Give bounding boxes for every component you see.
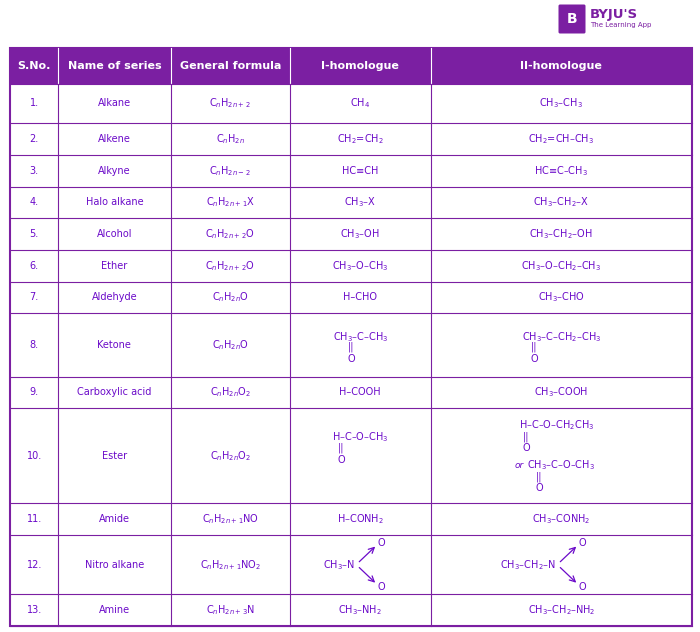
Text: O: O [536,483,543,493]
Text: or: or [514,461,524,470]
Text: ||: || [536,471,542,482]
Text: CH$_3$–O–CH$_3$: CH$_3$–O–CH$_3$ [332,259,389,272]
Text: C$_n$H$_{2n+1}$X: C$_n$H$_{2n+1}$X [206,195,255,209]
Text: Alkane: Alkane [98,99,131,109]
Text: 6.: 6. [29,261,38,270]
Text: II-homologue: II-homologue [520,61,602,71]
Text: O: O [337,455,345,465]
Text: CH$_3$–CH$_2$–N: CH$_3$–CH$_2$–N [500,557,556,571]
Text: CH$_4$: CH$_4$ [350,97,370,111]
FancyBboxPatch shape [559,4,585,33]
Text: ||: || [531,342,538,352]
Text: Ester: Ester [102,451,127,461]
Text: H–C–O–CH$_2$CH$_3$: H–C–O–CH$_2$CH$_3$ [519,418,594,432]
Text: 9.: 9. [29,387,38,398]
Text: BYJU'S: BYJU'S [590,8,638,21]
Text: CH$_2$=CH–CH$_3$: CH$_2$=CH–CH$_3$ [528,132,594,146]
Text: 11.: 11. [27,514,42,524]
Text: B: B [567,12,577,26]
Text: H–COOH: H–COOH [340,387,381,398]
Text: 1.: 1. [29,99,38,109]
Text: C$_n$H$_{2n}$O: C$_n$H$_{2n}$O [211,338,248,352]
Text: O: O [347,354,355,364]
Text: CH$_3$–C–CH$_2$–CH$_3$: CH$_3$–C–CH$_2$–CH$_3$ [522,330,601,344]
Bar [10,48,692,83]
Text: CH$_3$–CH$_3$: CH$_3$–CH$_3$ [540,97,583,111]
Text: General formula: General formula [179,61,281,71]
Text: CH$_3$–CH$_2$–OH: CH$_3$–CH$_2$–OH [529,227,593,241]
Text: Ketone: Ketone [97,340,132,350]
Text: C$_n$H$_{2n}$O$_2$: C$_n$H$_{2n}$O$_2$ [209,386,251,399]
Text: O: O [531,354,538,364]
Text: 12.: 12. [27,560,42,569]
Text: C$_n$H$_{2n+2}$O: C$_n$H$_{2n+2}$O [205,259,255,272]
Text: 7.: 7. [29,293,38,302]
Text: S.No.: S.No. [18,61,51,71]
Text: Alcohol: Alcohol [97,229,132,239]
Text: CH$_3$–C–CH$_3$: CH$_3$–C–CH$_3$ [332,330,388,344]
Text: 3.: 3. [29,166,38,176]
Text: 8.: 8. [29,340,38,350]
Text: CH$_3$–CH$_2$–NH$_2$: CH$_3$–CH$_2$–NH$_2$ [528,604,595,617]
Text: C$_n$H$_{2n+3}$N: C$_n$H$_{2n+3}$N [206,604,255,617]
Text: Alkyne: Alkyne [98,166,131,176]
Text: O: O [377,538,385,548]
Text: C$_n$H$_{2n}$: C$_n$H$_{2n}$ [216,132,245,146]
Text: CH$_3$–CHO: CH$_3$–CHO [538,291,584,305]
Text: Amide: Amide [99,514,130,524]
Text: HC≡C–CH$_3$: HC≡C–CH$_3$ [534,164,588,178]
Text: CH$_3$–O–CH$_2$–CH$_3$: CH$_3$–O–CH$_2$–CH$_3$ [522,259,601,272]
Text: H–C–O–CH$_3$: H–C–O–CH$_3$ [332,430,389,444]
Text: 5.: 5. [29,229,38,239]
Text: 10.: 10. [27,451,42,461]
Text: H–CHO: H–CHO [343,293,377,302]
Text: CH$_3$–CH$_2$–X: CH$_3$–CH$_2$–X [533,195,589,209]
Text: O: O [377,581,385,592]
Text: C$_n$H$_{2n-2}$: C$_n$H$_{2n-2}$ [209,164,251,178]
Text: C$_n$H$_{2n+2}$: C$_n$H$_{2n+2}$ [209,97,251,111]
Text: Halo alkane: Halo alkane [85,197,144,207]
Text: 2.: 2. [29,134,38,144]
Text: Aldehyde: Aldehyde [92,293,137,302]
Text: CH$_3$–OH: CH$_3$–OH [340,227,380,241]
Text: Ether: Ether [102,261,127,270]
Text: CH$_3$–X: CH$_3$–X [344,195,377,209]
Text: O: O [522,444,530,453]
Text: O: O [578,581,586,592]
Text: C$_n$H$_{2n+1}$NO$_2$: C$_n$H$_{2n+1}$NO$_2$ [199,557,261,571]
Text: The Learning App: The Learning App [590,21,652,28]
Text: I-homologue: I-homologue [321,61,399,71]
Text: ||: || [338,442,344,453]
Text: ||: || [348,342,354,352]
Text: 4.: 4. [29,197,38,207]
Text: CH$_3$–CONH$_2$: CH$_3$–CONH$_2$ [532,512,590,526]
Text: Amine: Amine [99,605,130,615]
Text: H–CONH$_2$: H–CONH$_2$ [337,512,384,526]
Text: CH$_2$=CH$_2$: CH$_2$=CH$_2$ [337,132,384,146]
Text: Carboxylic acid: Carboxylic acid [77,387,152,398]
Text: Name of series: Name of series [68,61,161,71]
Text: CH$_3$–NH$_2$: CH$_3$–NH$_2$ [338,604,382,617]
Text: O: O [578,538,586,548]
Text: ||: || [523,431,529,442]
Text: CH$_3$–N: CH$_3$–N [323,557,355,571]
Text: C$_n$H$_{2n}$O: C$_n$H$_{2n}$O [211,291,248,305]
Text: CH$_3$–C–O–CH$_3$: CH$_3$–C–O–CH$_3$ [527,458,595,472]
Text: Alkene: Alkene [98,134,131,144]
Text: C$_n$H$_{2n+1}$NO: C$_n$H$_{2n+1}$NO [202,512,259,526]
Text: HC≡CH: HC≡CH [342,166,379,176]
Text: Nitro alkane: Nitro alkane [85,560,144,569]
Text: 13.: 13. [27,605,42,615]
Text: C$_n$H$_{2n}$O$_2$: C$_n$H$_{2n}$O$_2$ [209,449,251,463]
Text: C$_n$H$_{2n+2}$O: C$_n$H$_{2n+2}$O [205,227,255,241]
Text: CH$_3$–COOH: CH$_3$–COOH [534,386,589,399]
